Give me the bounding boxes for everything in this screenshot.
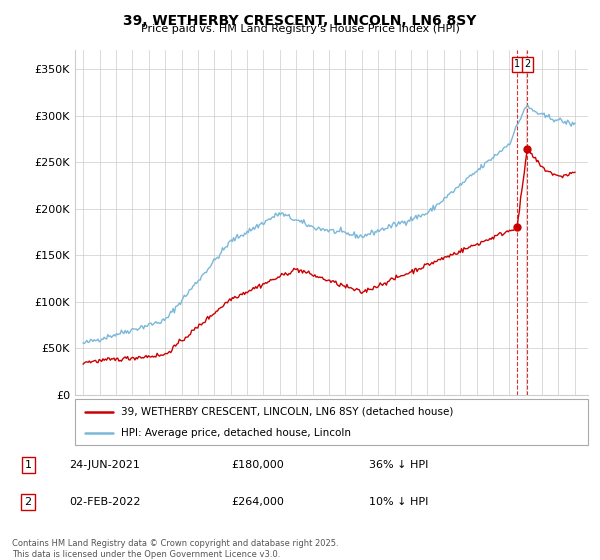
Text: 1: 1: [25, 460, 32, 470]
Text: 2: 2: [524, 59, 530, 69]
Text: Price paid vs. HM Land Registry's House Price Index (HPI): Price paid vs. HM Land Registry's House …: [140, 24, 460, 34]
Text: 02-FEB-2022: 02-FEB-2022: [70, 497, 141, 507]
FancyBboxPatch shape: [75, 399, 588, 445]
Text: 36% ↓ HPI: 36% ↓ HPI: [369, 460, 428, 470]
Text: 2: 2: [25, 497, 32, 507]
Text: 39, WETHERBY CRESCENT, LINCOLN, LN6 8SY (detached house): 39, WETHERBY CRESCENT, LINCOLN, LN6 8SY …: [121, 407, 454, 417]
Text: 10% ↓ HPI: 10% ↓ HPI: [369, 497, 428, 507]
Text: 1: 1: [514, 59, 520, 69]
Text: £180,000: £180,000: [231, 460, 284, 470]
Text: £264,000: £264,000: [231, 497, 284, 507]
Text: 39, WETHERBY CRESCENT, LINCOLN, LN6 8SY: 39, WETHERBY CRESCENT, LINCOLN, LN6 8SY: [124, 14, 476, 28]
Text: Contains HM Land Registry data © Crown copyright and database right 2025.
This d: Contains HM Land Registry data © Crown c…: [12, 539, 338, 559]
Text: 24-JUN-2021: 24-JUN-2021: [70, 460, 140, 470]
Text: HPI: Average price, detached house, Lincoln: HPI: Average price, detached house, Linc…: [121, 428, 351, 438]
